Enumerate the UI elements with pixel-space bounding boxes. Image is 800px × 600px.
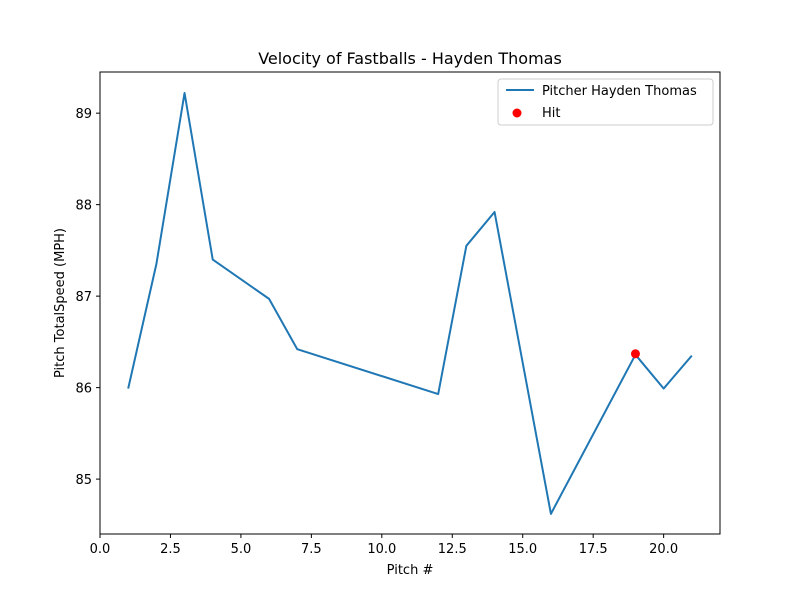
- x-tick-label: 0.0: [90, 542, 111, 557]
- x-tick-label: 7.5: [301, 542, 322, 557]
- series-layer: [127, 92, 693, 515]
- legend-label-hit: Hit: [542, 106, 560, 121]
- x-tick-label: 12.5: [438, 542, 467, 557]
- legend: Pitcher Hayden Thomas Hit: [497, 78, 714, 126]
- plot-area: [99, 71, 721, 535]
- y-tick-label: 88: [75, 199, 92, 214]
- y-axis-title: Pitch TotalSpeed (MPH): [53, 228, 68, 378]
- x-tick-label: 17.5: [579, 542, 608, 557]
- y-tick-label: 89: [75, 107, 92, 122]
- y-tick-label: 87: [75, 290, 92, 305]
- x-axis-ticks: 0.0 2.5 5.0 7.5 10.0 12.5 15.0 17.5 20.0: [90, 534, 678, 557]
- y-axis-ticks: 85 86 87 88 89: [75, 107, 100, 488]
- x-tick-label: 20.0: [649, 542, 678, 557]
- legend-label-line: Pitcher Hayden Thomas: [542, 84, 697, 99]
- hit-marker: [630, 349, 640, 359]
- x-tick-label: 2.5: [160, 542, 181, 557]
- y-tick-label: 86: [75, 382, 92, 397]
- x-tick-label: 15.0: [508, 542, 537, 557]
- legend-box: [497, 78, 714, 126]
- legend-marker-swatch: [512, 108, 522, 118]
- x-tick-label: 10.0: [367, 542, 396, 557]
- x-tick-label: 5.0: [231, 542, 252, 557]
- y-tick-label: 85: [75, 473, 92, 488]
- plot-frame: [99, 71, 721, 535]
- x-axis-title: Pitch #: [387, 563, 434, 578]
- chart-title: Velocity of Fastballs - Hayden Thomas: [258, 49, 562, 68]
